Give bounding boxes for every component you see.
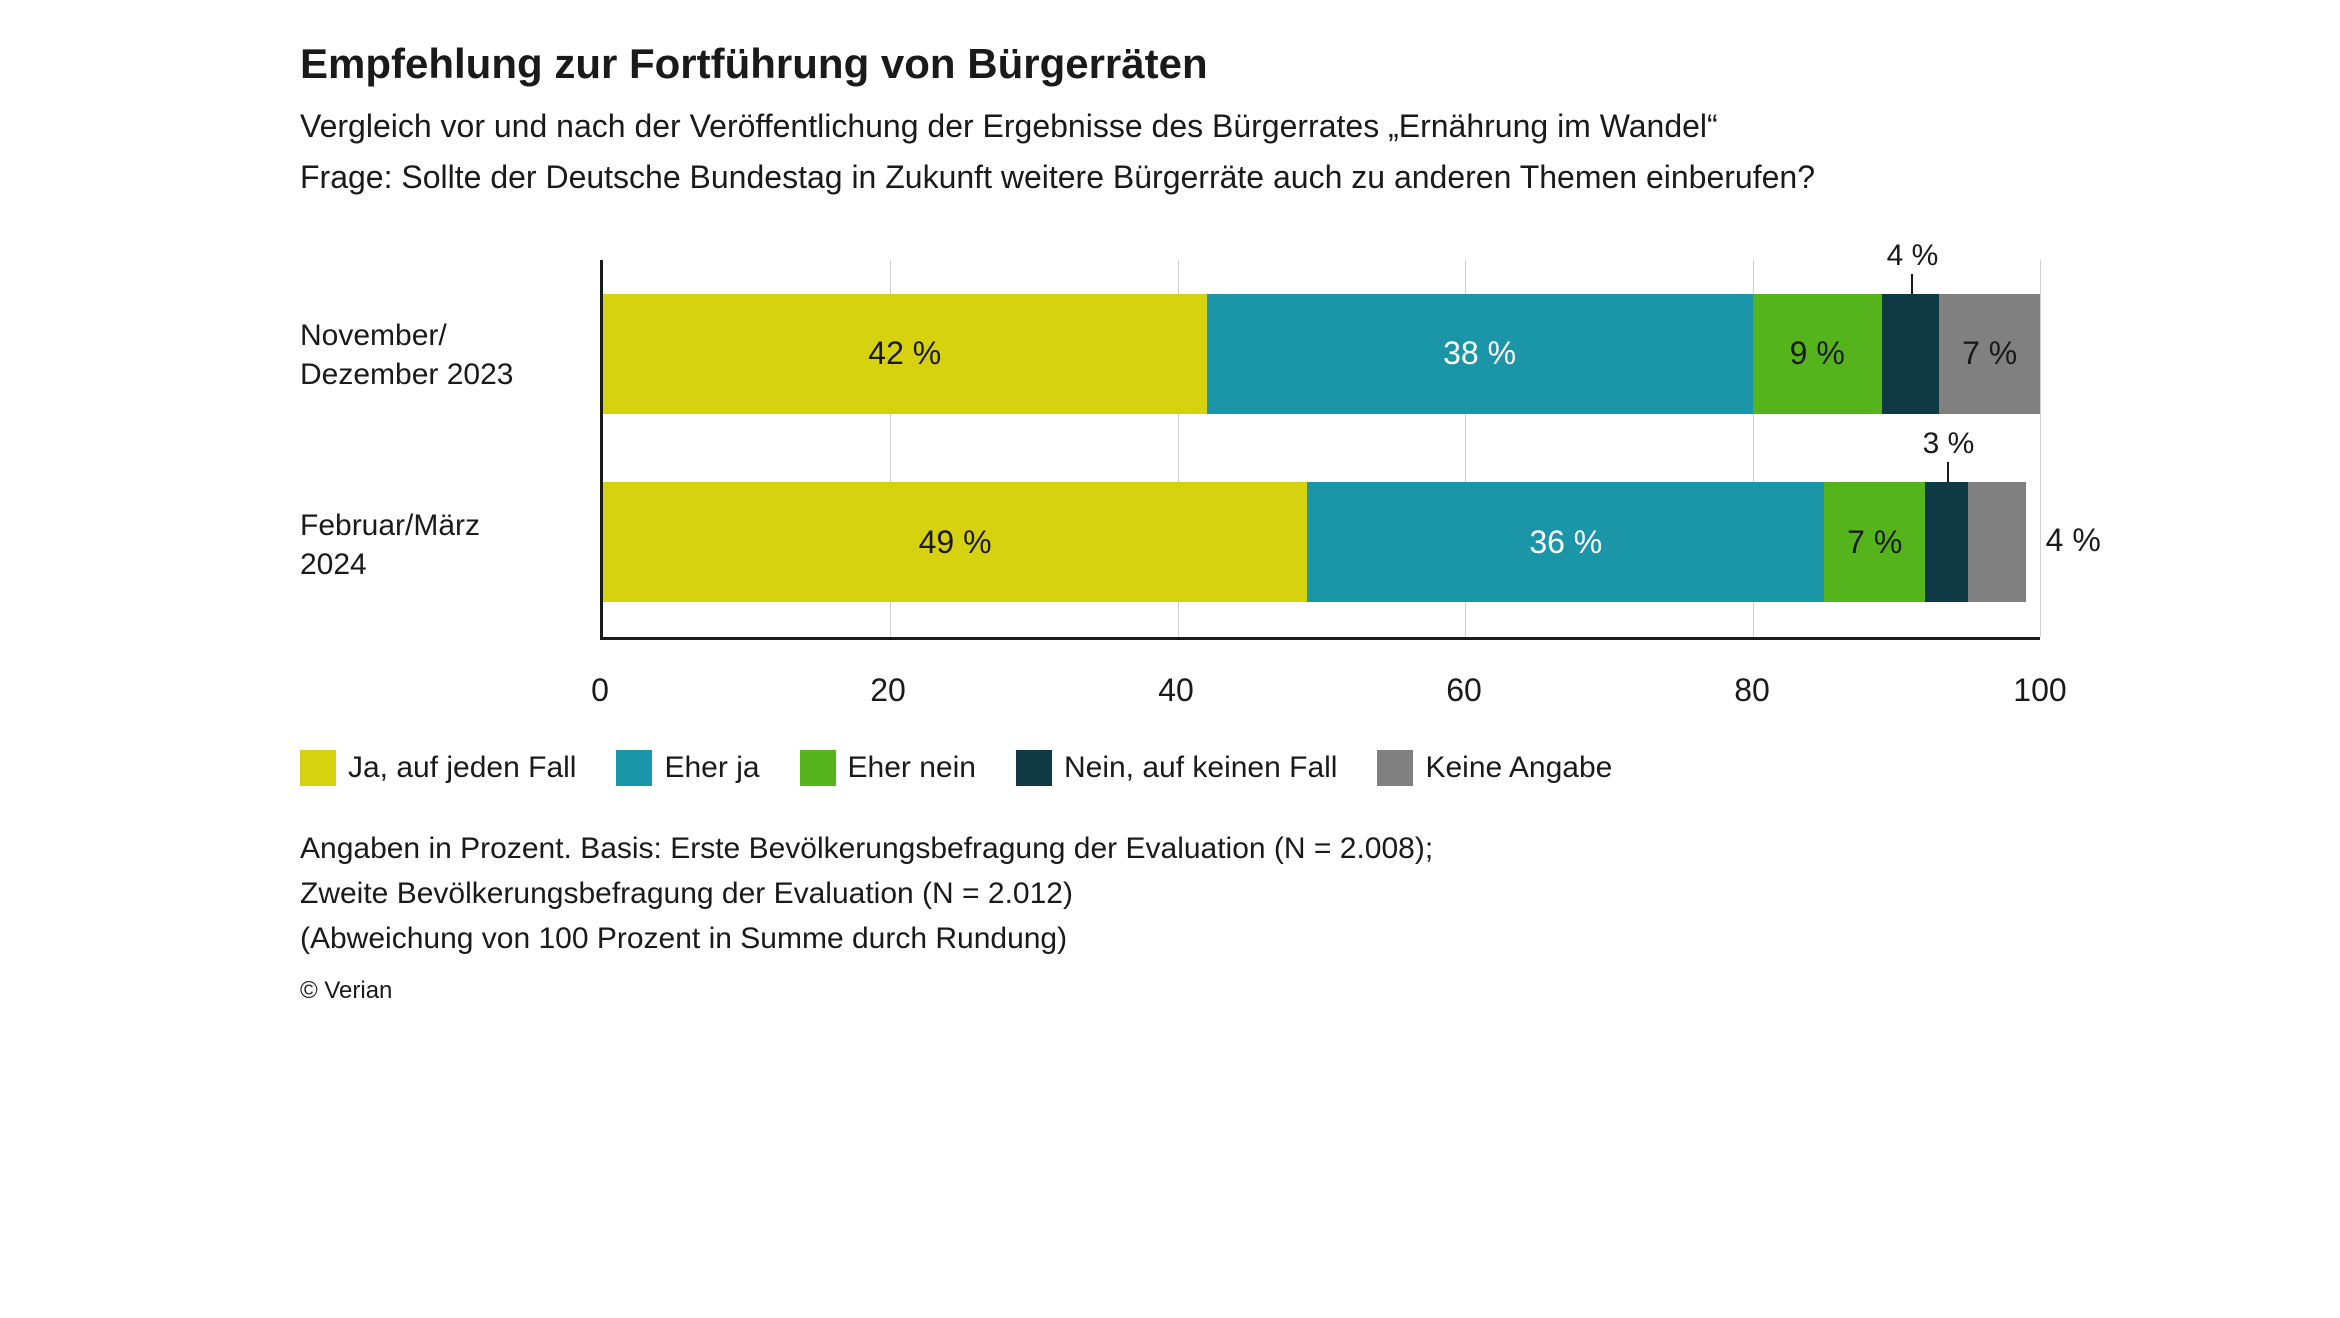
legend-swatch [616, 750, 652, 786]
copyright: © Verian [300, 977, 2040, 1005]
x-tick-label: 60 [1446, 672, 1482, 709]
legend-item: Keine Angabe [1377, 750, 1612, 786]
legend-swatch [800, 750, 836, 786]
legend: Ja, auf jeden Fall Eher ja Eher nein Nein, … [300, 750, 2040, 786]
bar-value-label: 42 % [868, 335, 941, 372]
x-tick-label: 100 [2013, 672, 2066, 709]
bar-segment: 42 % [603, 294, 1207, 414]
bar-value-label: 38 % [1443, 335, 1516, 372]
legend-swatch [1016, 750, 1052, 786]
bar-value-label: 7 % [1847, 524, 1902, 561]
legend-item: Nein, auf keinen Fall [1016, 750, 1338, 786]
bar-row: 42 %38 %9 %4 %7 % [603, 294, 2040, 414]
bar-segment [1882, 294, 1939, 414]
x-tick-label: 40 [1158, 672, 1194, 709]
chart-question: Frage: Sollte der Deutsche Bundestag in … [300, 155, 2040, 200]
legend-item: Eher ja [616, 750, 759, 786]
bar-value-label: 7 % [1962, 335, 2017, 372]
bar-value-label: 36 % [1529, 524, 1602, 561]
y-label-1: Februar/März 2024 [300, 506, 580, 584]
chart-title: Empfehlung zur Fortführung von Bürgerrät… [300, 40, 2040, 88]
legend-label: Keine Angabe [1425, 751, 1612, 785]
legend-item: Eher nein [800, 750, 976, 786]
legend-label: Eher nein [848, 751, 976, 785]
bar-segment: 9 % [1753, 294, 1882, 414]
bar-segment: 49 % [603, 482, 1307, 602]
x-axis: 020406080100 [600, 660, 2040, 710]
y-label-0-line1: November/ [300, 319, 447, 352]
x-tick-label: 20 [870, 672, 906, 709]
plot-area: 42 %38 %9 %4 %7 %49 %36 %7 %3 %4 % [600, 260, 2040, 640]
legend-label: Nein, auf keinen Fall [1064, 751, 1338, 785]
legend-item: Ja, auf jeden Fall [300, 750, 576, 786]
y-label-1-line1: Februar/März [300, 509, 480, 542]
y-axis-labels: November/ Dezember 2023 Februar/März 202… [300, 260, 600, 640]
footnote-line3: (Abweichung von 100 Prozent in Summe dur… [300, 916, 2040, 961]
external-value-label: 4 % [2046, 522, 2101, 559]
y-label-1-line2: 2024 [300, 548, 367, 581]
bars-container: 42 %38 %9 %4 %7 %49 %36 %7 %3 %4 % [603, 260, 2040, 637]
bar-segment [1968, 482, 2025, 602]
footnote-line2: Zweite Bevölkerungsbefragung der Evaluat… [300, 871, 2040, 916]
y-label-0: November/ Dezember 2023 [300, 316, 580, 394]
legend-label: Eher ja [664, 751, 759, 785]
bar-segment: 38 % [1207, 294, 1753, 414]
y-label-0-line2: Dezember 2023 [300, 358, 513, 391]
legend-swatch [300, 750, 336, 786]
bar-segment: 7 % [1824, 482, 1925, 602]
legend-swatch [1377, 750, 1413, 786]
chart-subtitle: Vergleich vor und nach der Veröffentlich… [300, 104, 2040, 149]
callout-label: 3 % [1923, 427, 1975, 461]
bar-row: 49 %36 %7 %3 %4 % [603, 482, 2040, 602]
legend-label: Ja, auf jeden Fall [348, 751, 576, 785]
callout-label: 4 % [1887, 239, 1939, 273]
bar-segment [1925, 482, 1968, 602]
bar-value-label: 9 % [1790, 335, 1845, 372]
x-tick-label: 80 [1734, 672, 1770, 709]
footnote: Angaben in Prozent. Basis: Erste Bevölke… [300, 826, 2040, 961]
x-tick-label: 0 [591, 672, 609, 709]
gridline [2040, 260, 2041, 637]
bar-segment: 36 % [1307, 482, 1824, 602]
bar-value-label: 49 % [919, 524, 992, 561]
chart-area: November/ Dezember 2023 Februar/März 202… [300, 260, 2040, 640]
footnote-line1: Angaben in Prozent. Basis: Erste Bevölke… [300, 826, 2040, 871]
bar-segment: 7 % [1939, 294, 2040, 414]
